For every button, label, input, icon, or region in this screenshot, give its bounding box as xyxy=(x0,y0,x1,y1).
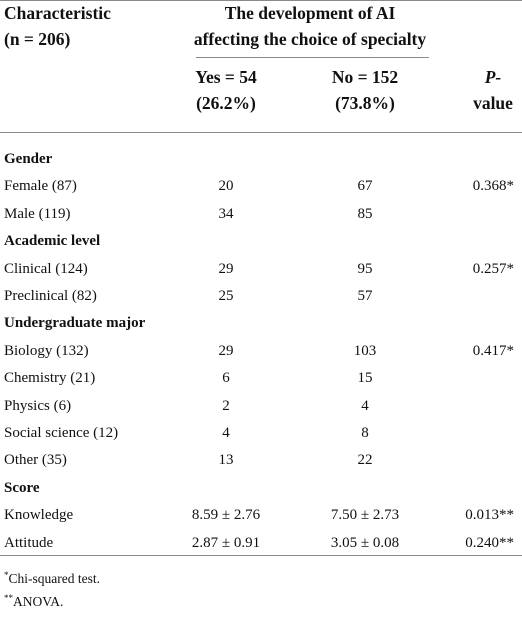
table-bottom-rule xyxy=(0,555,522,556)
row-label: Chemistry (21) xyxy=(4,370,96,386)
cell-p-value: 0.013** xyxy=(465,507,514,523)
section-header-row: Gender xyxy=(0,146,522,172)
cell-no: 4 xyxy=(361,398,369,414)
header-no-line1: No = 152 xyxy=(331,67,399,87)
cell-yes: 2.87 ± 0.91 xyxy=(191,535,261,551)
cell-no: 22 xyxy=(357,452,373,468)
header-characteristic-line2: (n = 206) xyxy=(4,29,71,49)
section-header-row: Undergraduate major xyxy=(0,310,522,336)
table-row: Female (87) 20 67 0.368* xyxy=(0,173,522,199)
cell-yes: 25 xyxy=(218,288,234,304)
cell-p-value: 0.240** xyxy=(465,535,514,551)
footnote: **ANOVA. xyxy=(4,588,63,612)
table-top-rule xyxy=(0,0,522,1)
header-characteristic-line1: Characteristic xyxy=(4,3,111,23)
cell-no: 67 xyxy=(357,178,373,194)
section-header-row: Score xyxy=(0,475,522,501)
cell-yes: 13 xyxy=(218,452,234,468)
header-p-line2: value xyxy=(473,93,513,113)
row-label: Biology (132) xyxy=(4,343,89,359)
row-label: Score xyxy=(4,480,40,496)
row-label: Knowledge xyxy=(4,507,74,523)
cell-no: 95 xyxy=(357,261,373,277)
cell-no: 3.05 ± 0.08 xyxy=(330,535,400,551)
cell-p-value: 0.417* xyxy=(472,343,514,359)
cell-no: 15 xyxy=(357,370,373,386)
header-group-line1: The development of AI xyxy=(224,3,396,23)
header-group-rule xyxy=(196,57,429,58)
row-label: Male (119) xyxy=(4,206,71,222)
cell-yes: 4 xyxy=(222,425,230,441)
cell-no: 103 xyxy=(353,343,377,359)
header-yes-line2: (26.2%) xyxy=(196,93,256,113)
cell-yes: 34 xyxy=(218,206,234,222)
row-label: Social science (12) xyxy=(4,425,119,441)
header-p-line1: P- xyxy=(484,67,502,87)
footnote-mark: ** xyxy=(4,593,13,603)
cell-yes: 2 xyxy=(222,398,230,414)
header-group: The development of AI affecting the choi… xyxy=(184,0,436,52)
row-label: Academic level xyxy=(4,233,101,249)
cell-no: 57 xyxy=(357,288,373,304)
header-yes-line1: Yes = 54 xyxy=(195,67,257,87)
table-row: Male (119) 34 85 xyxy=(0,201,522,227)
header-bottom-rule xyxy=(0,132,522,133)
footnote: *Chi-squared test. xyxy=(4,565,100,589)
cell-p-value: 0.368* xyxy=(472,178,514,194)
row-label: Other (35) xyxy=(4,452,67,468)
table-row: Biology (132) 29 103 0.417* xyxy=(0,338,522,364)
table-row: Physics (6) 2 4 xyxy=(0,393,522,419)
header-group-line2: affecting the choice of specialty xyxy=(193,29,427,49)
row-label: Preclinical (82) xyxy=(4,288,97,304)
header-no-line2: (73.8%) xyxy=(335,93,395,113)
cell-p-value: 0.257* xyxy=(472,261,514,277)
table-row: Chemistry (21) 6 15 xyxy=(0,365,522,391)
row-label: Physics (6) xyxy=(4,398,72,414)
cell-yes: 6 xyxy=(222,370,230,386)
table-row: Social science (12) 4 8 xyxy=(0,420,522,446)
table-row: Other (35) 13 22 xyxy=(0,447,522,473)
footnote-text: ANOVA. xyxy=(13,594,64,609)
footnote-text: Chi-squared test. xyxy=(8,571,100,586)
header-yes: Yes = 54 (26.2%) xyxy=(152,64,300,116)
table-row: Knowledge 8.59 ± 2.76 7.50 ± 2.73 0.013** xyxy=(0,502,522,528)
cell-no: 7.50 ± 2.73 xyxy=(330,507,400,523)
cell-yes: 20 xyxy=(218,178,234,194)
table-row: Preclinical (82) 25 57 xyxy=(0,283,522,309)
cell-no: 85 xyxy=(357,206,373,222)
header-characteristic: Characteristic (n = 206) xyxy=(4,0,111,52)
header-no: No = 152 (73.8%) xyxy=(291,64,439,116)
row-label: Female (87) xyxy=(4,178,77,194)
footnote-mark: * xyxy=(4,570,9,580)
cell-yes: 29 xyxy=(218,261,234,277)
row-label: Undergraduate major xyxy=(4,315,146,331)
cell-yes: 8.59 ± 2.76 xyxy=(191,507,261,523)
row-label: Clinical (124) xyxy=(4,261,88,277)
table-row: Attitude 2.87 ± 0.91 3.05 ± 0.08 0.240** xyxy=(0,530,522,556)
row-label: Gender xyxy=(4,151,53,167)
cell-yes: 29 xyxy=(218,343,234,359)
row-label: Attitude xyxy=(4,535,54,551)
cell-no: 8 xyxy=(361,425,369,441)
section-header-row: Academic level xyxy=(0,228,522,254)
header-p-value: P- value xyxy=(462,64,522,116)
table-row: Clinical (124) 29 95 0.257* xyxy=(0,256,522,282)
